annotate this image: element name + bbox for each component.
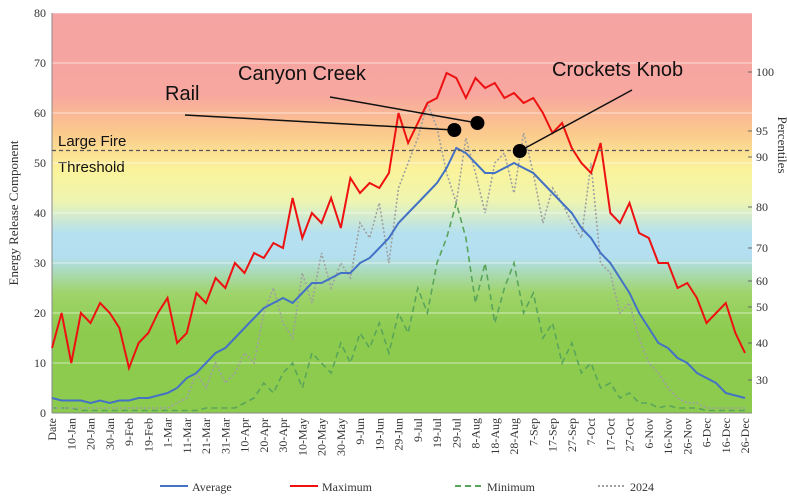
y2-tick-label: 95 <box>756 124 768 138</box>
x-tick-label: 16-Nov <box>661 418 675 455</box>
x-tick-label: 8-Aug <box>469 418 483 449</box>
y2-tick-label: 50 <box>756 300 768 314</box>
x-tick-label: 6-Nov <box>642 418 656 449</box>
x-tick-label: 1-Mar <box>161 418 175 448</box>
x-tick-label: 29-Jun <box>392 418 406 451</box>
x-tick-label: 11-Mar <box>180 418 194 454</box>
x-tick-label: 21-Mar <box>199 418 213 454</box>
x-tick-label: 9-Jul <box>411 417 425 442</box>
legend-label: Average <box>192 480 232 494</box>
y-axis-title: Energy Release Component <box>6 140 21 285</box>
x-tick-label: 7-Oct <box>584 417 598 445</box>
series-line <box>52 199 745 412</box>
y-tick-label: 30 <box>34 256 46 270</box>
y-tick-label: 10 <box>34 356 46 370</box>
y2-tick-label: 100 <box>756 65 774 79</box>
x-tick-label: 9-Feb <box>122 418 136 446</box>
y-tick-label: 20 <box>34 306 46 320</box>
annotation-label: Rail <box>165 83 199 105</box>
y-tick-label: 50 <box>34 156 46 170</box>
y-tick-label: 80 <box>34 6 46 20</box>
series-line <box>51 146 746 405</box>
x-tick-label: 10-Apr <box>238 418 252 453</box>
x-tick-label: 16-Dec <box>719 418 733 453</box>
x-tick-label: 9-Jun <box>353 418 367 445</box>
legend-label: Minimum <box>487 480 536 494</box>
x-tick-label: 20-May <box>315 418 329 456</box>
annotation-point <box>470 116 485 130</box>
x-tick-label: 6-Dec <box>700 418 714 447</box>
y2-axis-title: Percentiles <box>775 116 787 173</box>
x-tick-label: 26-Nov <box>680 418 694 455</box>
x-tick-label: 19-Feb <box>141 418 155 452</box>
x-tick-label: 27-Oct <box>623 417 637 451</box>
legend-label: Maximum <box>322 480 373 494</box>
x-tick-label: 19-Jul <box>430 417 444 448</box>
annotation-leader <box>329 96 478 124</box>
x-tick-label: 27-Sep <box>565 418 579 452</box>
x-tick-label: 17-Sep <box>546 418 560 452</box>
x-tick-label: 17-Oct <box>603 417 617 451</box>
y-tick-label: 0 <box>40 406 46 420</box>
x-tick-label: 7-Sep <box>526 418 540 446</box>
annotation-point <box>447 123 462 137</box>
legend-label: 2024 <box>630 480 654 494</box>
y2-tick-label: 90 <box>756 150 768 164</box>
annotation-leader <box>184 114 455 131</box>
y2-tick-label: 30 <box>756 373 768 387</box>
x-tick-label: 19-Jun <box>372 418 386 451</box>
y-tick-label: 60 <box>34 106 46 120</box>
y2-tick-label: 80 <box>756 200 768 214</box>
x-tick-label: 31-Mar <box>218 418 232 454</box>
annotation-label: Canyon Creek <box>238 63 367 85</box>
x-tick-label: 18-Aug <box>488 418 502 455</box>
x-tick-label: 30-Jan <box>103 418 117 450</box>
x-tick-label: 20-Apr <box>257 418 271 453</box>
y2-tick-label: 40 <box>756 336 768 350</box>
x-tick-label: 10-May <box>295 418 309 456</box>
x-tick-label: Date <box>45 418 59 441</box>
x-tick-label: 30-May <box>334 418 348 456</box>
y2-tick-label: 70 <box>756 241 768 255</box>
threshold-label: Large Fire <box>58 133 126 150</box>
annotation-leader <box>519 89 633 152</box>
annotation-point <box>512 144 527 158</box>
x-tick-label: 29-Jul <box>449 417 463 448</box>
y-tick-label: 40 <box>34 206 46 220</box>
y-tick-label: 70 <box>34 56 46 70</box>
series-line <box>51 71 746 372</box>
x-tick-label: 20-Jan <box>84 418 98 450</box>
x-tick-label: 26-Dec <box>738 418 752 453</box>
annotation-label: Crockets Knob <box>552 59 683 81</box>
y2-tick-label: 60 <box>756 274 768 288</box>
x-tick-label: 28-Aug <box>507 418 521 455</box>
threshold-label: Threshold <box>58 159 125 176</box>
x-tick-label: 30-Apr <box>276 418 290 453</box>
x-tick-label: 10-Jan <box>64 418 78 450</box>
